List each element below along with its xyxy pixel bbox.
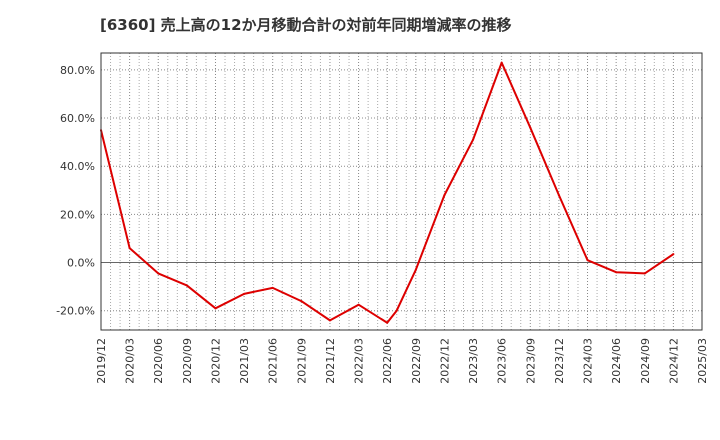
data-point: [185, 284, 188, 287]
data-point: [243, 292, 246, 295]
x-tick-label: 2021/03: [238, 338, 251, 384]
x-tick-label: 2021/06: [267, 338, 280, 384]
x-tick-label: 2024/12: [667, 338, 680, 384]
y-tick-label: 20.0%: [60, 208, 95, 221]
y-tick-labels: -20.0% 0.0% 20.0% 40.0% 60.0% 80.0%: [56, 64, 95, 318]
x-tick-label: 2024/09: [639, 338, 652, 384]
data-point: [500, 61, 503, 64]
x-tick-label: 2023/06: [496, 338, 509, 384]
y-tick-label: 0.0%: [67, 257, 95, 270]
x-tick-label: 2023/09: [524, 338, 537, 384]
x-tick-label: 2019/12: [95, 338, 108, 384]
data-point: [643, 272, 646, 275]
data-point: [328, 319, 331, 322]
x-tick-label: 2024/06: [610, 338, 623, 384]
data-point: [615, 271, 618, 274]
x-tick-label: 2020/06: [152, 338, 165, 384]
y-tick-label: 80.0%: [60, 64, 95, 77]
data-point: [472, 138, 475, 141]
data-point: [586, 259, 589, 262]
x-tick-label: 2020/03: [124, 338, 137, 384]
x-tick-label: 2021/12: [324, 338, 337, 384]
chart-title: [6360] 売上高の12か月移動合計の対前年同期増減率の推移: [100, 16, 512, 34]
plot-frame: [100, 52, 703, 331]
data-point: [300, 300, 303, 303]
data-point: [395, 309, 398, 312]
plot-area: [101, 53, 702, 330]
data-point: [357, 303, 360, 306]
data-point: [529, 126, 532, 129]
series-group: [100, 61, 675, 324]
x-tick-label: 2025/03: [696, 338, 709, 384]
grid-lines: [101, 53, 702, 330]
x-tick-label: 2022/06: [381, 338, 394, 384]
x-tick-label: 2023/12: [553, 338, 566, 384]
data-point: [128, 247, 131, 250]
series-line: [100, 61, 674, 324]
x-tick-labels: 2019/12 2020/03 2020/06 2020/09 2020/12 2021/…: [95, 338, 709, 384]
data-point: [672, 253, 675, 256]
x-tick-label: 2022/12: [438, 338, 451, 384]
data-point: [443, 194, 446, 197]
x-tick-label: 2022/03: [353, 338, 366, 384]
x-tick-label: 2020/12: [209, 338, 222, 384]
data-point: [557, 194, 560, 197]
x-tick-label: 2020/09: [181, 338, 194, 384]
x-tick-label: 2023/03: [467, 338, 480, 384]
data-point: [386, 321, 389, 324]
x-tick-label: 2022/09: [410, 338, 423, 384]
data-point: [271, 286, 274, 289]
y-tick-label: 40.0%: [60, 160, 95, 173]
y-tick-label: 60.0%: [60, 112, 95, 125]
x-tick-label: 2024/03: [582, 338, 595, 384]
data-point: [157, 272, 160, 275]
y-tick-label: -20.0%: [56, 305, 95, 318]
data-point: [414, 268, 417, 271]
x-tick-label: 2021/09: [295, 338, 308, 384]
data-point: [214, 307, 217, 310]
